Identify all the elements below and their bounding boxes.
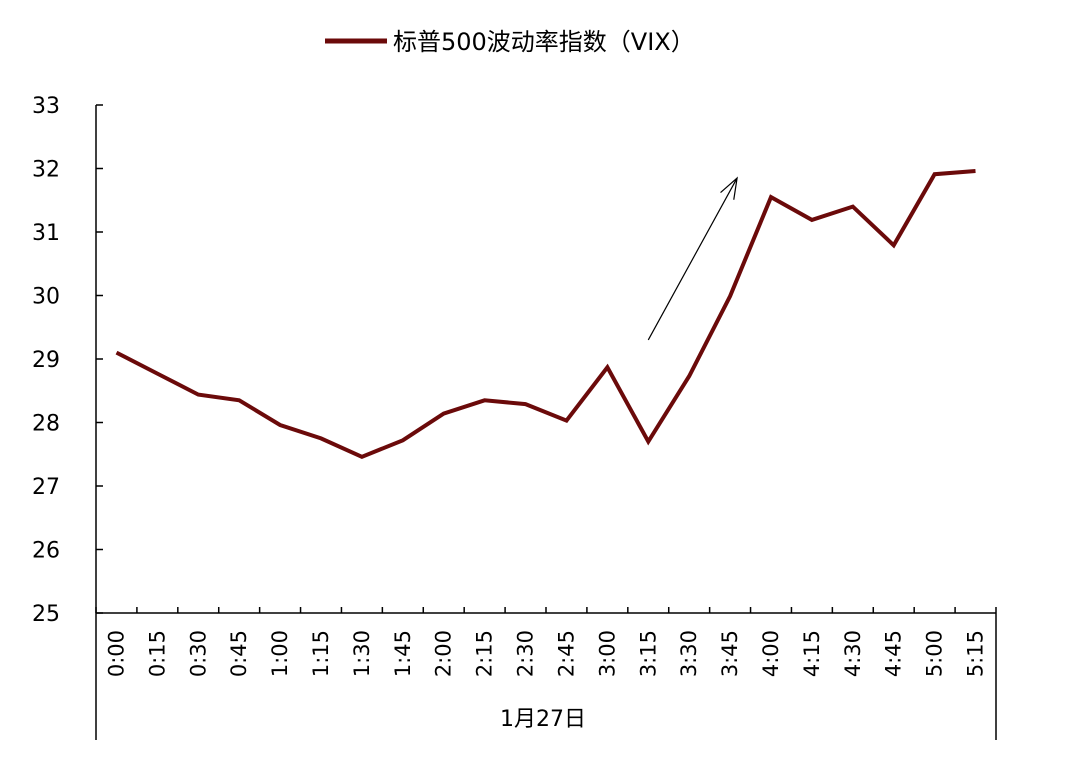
legend-label: 标普500波动率指数（VIX） (393, 28, 695, 56)
x-tick-label: 5:15 (964, 630, 988, 677)
x-tick-label: 1:30 (350, 630, 374, 677)
x-tick-label: 4:45 (882, 630, 906, 677)
x-tick-label: 1:15 (309, 630, 333, 677)
x-axis-group-label: 1月27日 (500, 707, 586, 732)
x-tick-label: 2:15 (473, 630, 497, 677)
y-tick-label: 31 (32, 221, 60, 246)
plot-area (115, 169, 976, 459)
x-tick-label: 2:45 (554, 630, 578, 677)
x-tick-label: 3:30 (677, 630, 701, 677)
trend-arrow-head (720, 176, 738, 200)
x-tick-label: 0:15 (145, 630, 169, 677)
x-tick-label: 4:30 (841, 630, 865, 677)
x-tick-label: 1:00 (268, 630, 292, 677)
y-tick-label: 27 (32, 475, 60, 500)
x-tick-label: 1:45 (391, 630, 415, 677)
x-tick-label: 3:00 (595, 630, 619, 677)
series-line-vix (115, 169, 976, 459)
x-axis: 0:00 0:15 0:30 0:45 1:00 1:15 1:30 1:45 2:00 2:15… (95, 607, 997, 740)
y-tick-label: 26 (32, 539, 60, 564)
x-tick-label: 2:00 (432, 630, 456, 677)
legend: 标普500波动率指数（VIX） (325, 28, 695, 56)
x-tick-label: 4:00 (759, 630, 783, 677)
y-tick-label: 33 (32, 94, 60, 119)
x-tick-label: 2:30 (514, 630, 538, 677)
y-tick-label: 30 (32, 285, 60, 310)
y-tick-label: 25 (32, 602, 60, 627)
y-tick-label: 29 (32, 348, 60, 373)
y-axis: 25 26 27 28 29 30 31 32 33 (32, 94, 103, 627)
x-tick-label: 4:15 (800, 630, 824, 677)
trend-arrow-shaft (647, 177, 738, 341)
x-tick-label: 3:45 (718, 630, 742, 677)
y-tick-label: 28 (32, 412, 60, 437)
x-tick-label: 5:00 (923, 630, 947, 677)
y-tick-label: 32 (32, 158, 60, 183)
x-tick-label: 0:45 (227, 630, 251, 677)
x-tick-label: 0:00 (104, 630, 128, 677)
x-tick-label: 3:15 (636, 630, 660, 677)
x-tick-label: 0:30 (186, 630, 210, 677)
